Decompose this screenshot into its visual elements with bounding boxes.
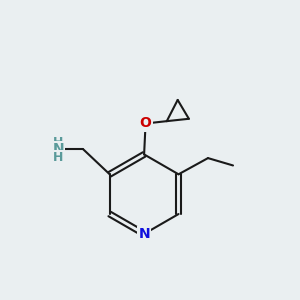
Text: H: H (53, 151, 63, 164)
Text: O: O (140, 116, 152, 130)
Text: N: N (138, 227, 150, 241)
Text: H: H (53, 136, 63, 149)
Text: N: N (52, 142, 64, 156)
